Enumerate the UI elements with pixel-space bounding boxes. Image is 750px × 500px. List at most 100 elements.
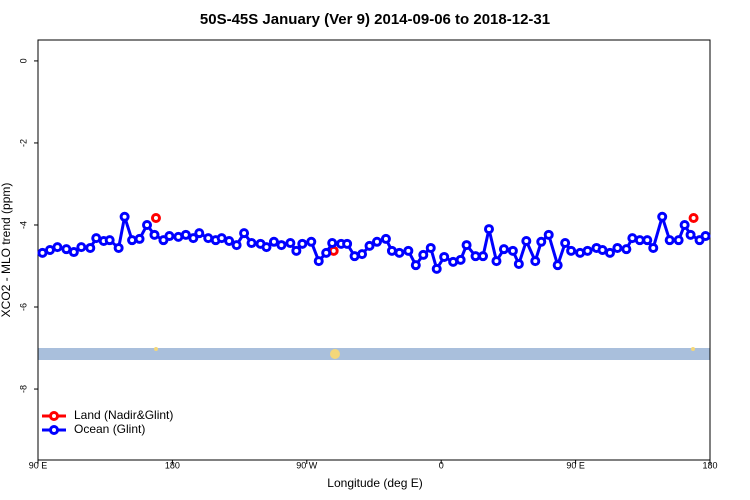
data-point — [448, 256, 459, 267]
data-point — [173, 231, 184, 242]
data-point — [142, 219, 153, 230]
data-point — [297, 238, 308, 249]
data-point — [498, 244, 509, 255]
y-tick-label: -2 — [18, 139, 28, 147]
data-point — [327, 238, 338, 249]
data-point — [455, 254, 466, 265]
data-point — [627, 233, 638, 244]
data-point — [604, 247, 615, 258]
x-tick-label: 90 W — [296, 460, 318, 470]
data-point — [37, 247, 48, 258]
data-point — [575, 247, 586, 258]
chart-title: 50S-45S January (Ver 9) 2014-09-06 to 20… — [200, 11, 550, 28]
data-point — [216, 233, 227, 244]
y-axis-label: XCO2 - MLO trend (ppm) — [0, 183, 13, 318]
data-point — [552, 260, 563, 271]
data-point — [44, 245, 55, 255]
y-tick-label: 0 — [18, 58, 28, 63]
data-point — [664, 235, 675, 246]
coverage-dot — [691, 347, 695, 351]
x-tick-label: 90 E — [29, 460, 48, 470]
data-point — [52, 242, 63, 253]
data-point — [566, 245, 577, 256]
legend-label: Ocean (Glint) — [74, 422, 145, 436]
data-point — [321, 247, 332, 258]
data-point — [657, 211, 668, 222]
data-point — [700, 231, 711, 242]
data-point — [543, 229, 554, 240]
data-point — [582, 245, 593, 256]
data-point — [439, 251, 450, 262]
data-point — [188, 233, 199, 244]
x-axis-label: Longitude (deg E) — [327, 476, 422, 490]
data-point — [119, 211, 130, 222]
data-point — [127, 235, 138, 246]
data-point — [597, 245, 608, 255]
coverage-dot — [330, 349, 340, 359]
data-point — [203, 233, 214, 244]
data-point — [276, 240, 287, 251]
data-point — [91, 233, 102, 244]
legend-swatch-marker — [49, 425, 59, 435]
data-point — [507, 245, 518, 256]
y-tick-label: -8 — [18, 385, 28, 393]
data-point — [313, 256, 324, 267]
data-point — [431, 263, 442, 274]
legend-swatch-marker — [49, 411, 59, 421]
data-point — [673, 235, 684, 246]
data-point — [364, 240, 375, 251]
coverage-dot — [154, 347, 158, 351]
data-point — [224, 235, 235, 246]
data-point — [394, 247, 405, 258]
data-point — [410, 260, 421, 271]
data-point — [76, 242, 87, 253]
data-point — [648, 242, 659, 253]
data-point — [291, 245, 302, 256]
data-point — [149, 229, 160, 240]
data-point — [470, 251, 481, 262]
data-point — [180, 229, 191, 240]
coverage-band — [38, 348, 710, 360]
data-point — [483, 224, 494, 235]
x-tick-label: 180 — [702, 460, 717, 470]
data-point — [261, 242, 272, 253]
plot-frame — [37, 39, 711, 461]
data-point — [371, 236, 382, 247]
data-point — [239, 228, 250, 239]
data-point — [688, 213, 699, 224]
data-point — [530, 256, 541, 267]
data-point — [150, 213, 161, 224]
data-point — [621, 244, 632, 255]
data-point — [113, 242, 124, 253]
data-point — [491, 256, 502, 267]
data-point — [85, 242, 96, 253]
data-point — [521, 235, 532, 246]
data-point — [380, 233, 391, 244]
data-point — [61, 244, 72, 255]
data-point — [418, 249, 429, 260]
y-tick-label: -6 — [18, 303, 28, 311]
data-point — [231, 240, 242, 251]
data-point — [536, 236, 547, 247]
data-point — [612, 242, 623, 253]
data-point — [285, 238, 296, 249]
data-point — [268, 236, 279, 247]
data-point — [306, 236, 317, 247]
data-point — [342, 238, 353, 249]
data-point — [104, 235, 115, 246]
data-point — [164, 231, 175, 242]
data-point — [642, 235, 653, 246]
data-point — [634, 235, 645, 246]
legend-label: Land (Nadir&Glint) — [74, 408, 173, 422]
data-point — [478, 251, 489, 262]
x-tick-label: 90 E — [566, 460, 585, 470]
y-tick-label: -4 — [18, 221, 28, 229]
data-point — [560, 238, 571, 249]
data-point — [425, 242, 436, 253]
data-point — [403, 245, 414, 256]
data-point — [68, 247, 79, 258]
data-point — [349, 251, 360, 262]
data-point — [513, 258, 524, 269]
data-point — [246, 238, 257, 249]
